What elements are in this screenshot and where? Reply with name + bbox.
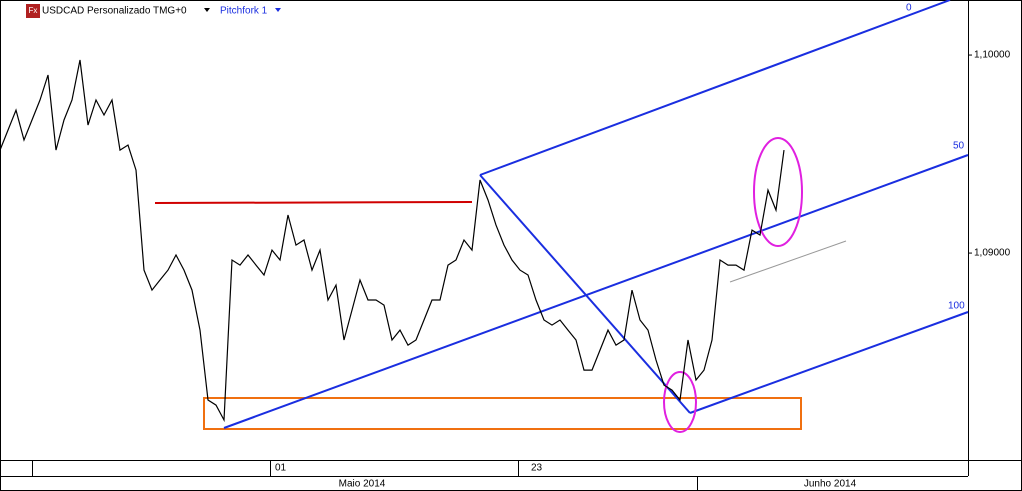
x-tick-label: 01 <box>275 463 287 474</box>
highlight <box>663 371 697 433</box>
icon-text: Fx <box>29 6 38 15</box>
x-tick-label: 23 <box>531 463 543 474</box>
period-label: Junho 2014 <box>804 479 857 490</box>
level-label: 100 <box>948 301 965 312</box>
tool-label[interactable]: Pitchfork 1 <box>220 6 268 17</box>
dropdown[interactable] <box>204 8 210 12</box>
trend-line <box>729 240 847 283</box>
highlight <box>753 137 803 247</box>
support-zone <box>203 397 802 430</box>
period-label: Maio 2014 <box>339 479 386 490</box>
level-label: 50 <box>953 141 965 152</box>
y-tick-label: 1,10000 <box>974 50 1011 61</box>
resistance-line <box>154 201 473 204</box>
icon <box>26 4 40 18</box>
pitchfork <box>223 0 969 429</box>
level-label: 0 <box>906 3 912 14</box>
chart-title[interactable]: USDCAD Personalizado TMG+0 <box>42 6 187 17</box>
dropdown[interactable] <box>275 8 281 12</box>
price-line <box>0 59 785 423</box>
y-tick-label: 1,09000 <box>974 248 1011 259</box>
